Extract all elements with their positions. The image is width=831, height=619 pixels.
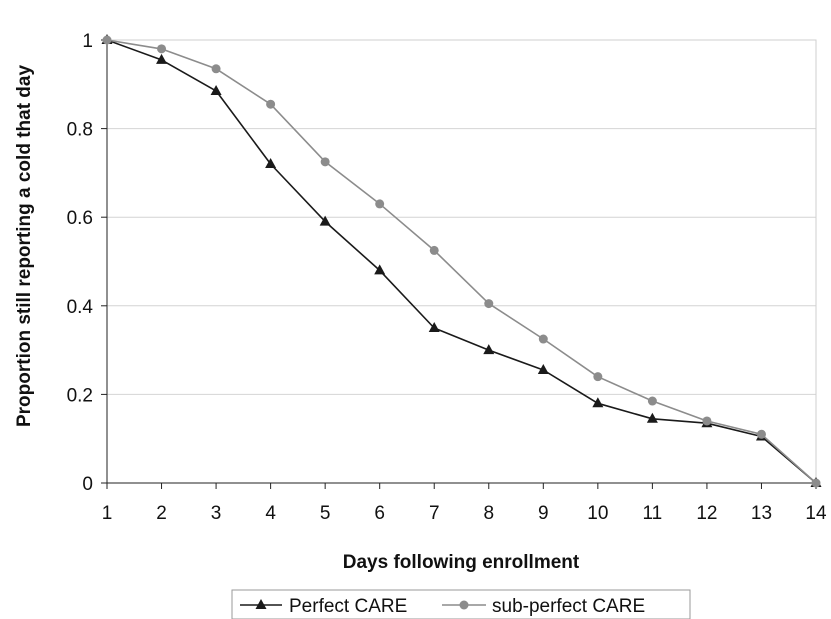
series-line-perfect-care — [106, 39, 817, 484]
legend-label-perfect-care: Perfect CARE — [289, 596, 407, 617]
x-tick-label: 12 — [696, 503, 717, 524]
data-point-triangle — [265, 158, 277, 169]
data-point-circle — [157, 44, 167, 54]
data-point-circle — [266, 99, 276, 109]
x-axis-title: Days following enrollment — [343, 552, 580, 573]
x-tick-label: 3 — [211, 503, 222, 524]
data-point-triangle — [592, 397, 604, 408]
series-line-sub-perfect-care — [106, 39, 817, 484]
x-tick-label: 5 — [320, 503, 331, 524]
series-perfect-care — [101, 34, 822, 487]
x-tick-label: 14 — [805, 503, 827, 524]
data-point-triangle — [483, 344, 495, 355]
data-point-circle — [320, 157, 330, 167]
data-point-circle — [102, 35, 112, 45]
data-point-triangle — [319, 215, 331, 226]
data-point-circle — [375, 199, 385, 209]
y-tick-label: 0.6 — [67, 208, 93, 229]
data-point-triangle — [156, 53, 168, 64]
x-tick-label: 1 — [102, 503, 113, 524]
legend-triangle-marker — [255, 599, 267, 609]
data-point-triangle — [374, 264, 386, 275]
x-tick-label: 2 — [156, 503, 167, 524]
x-tick-label: 7 — [429, 503, 440, 524]
data-point-circle — [756, 429, 766, 439]
plot-area-border — [106, 39, 817, 484]
y-tick-label: 0.2 — [67, 385, 93, 406]
legend-label-sub-perfect-care: sub-perfect CARE — [492, 596, 645, 617]
y-tick-label: 0.8 — [67, 120, 93, 141]
y-tick-label: 0.4 — [67, 297, 94, 318]
x-tick-label: 8 — [483, 503, 494, 524]
data-point-circle — [429, 245, 439, 255]
data-point-circle — [647, 396, 657, 406]
data-point-circle — [484, 299, 494, 309]
y-tick-label: 1 — [82, 31, 93, 52]
x-tick-label: 4 — [265, 503, 276, 524]
data-point-circle — [211, 64, 221, 74]
x-tick-label: 9 — [538, 503, 549, 524]
data-point-circle — [811, 478, 821, 488]
x-tick-label: 6 — [374, 503, 385, 524]
y-tick-label: 0 — [82, 474, 93, 495]
series-sub-perfect-care — [102, 35, 821, 488]
data-point-circle — [538, 334, 548, 344]
data-point-triangle — [210, 84, 222, 95]
x-tick-label: 13 — [751, 503, 772, 524]
data-point-triangle — [537, 364, 549, 375]
legend-circle-marker — [459, 600, 469, 610]
data-point-triangle — [428, 321, 440, 332]
legend: Perfect CARE sub-perfect CARE — [231, 589, 691, 619]
data-point-circle — [593, 372, 603, 382]
data-point-triangle — [646, 412, 658, 423]
data-point-circle — [702, 416, 712, 426]
y-axis-title: Proportion still reporting a cold that d… — [14, 65, 35, 428]
series-layer — [101, 34, 822, 488]
x-tick-label: 11 — [643, 503, 663, 524]
x-tick-label: 10 — [587, 503, 608, 524]
axes: 00.20.40.60.811 2 3 4 5 6 7 8 9 10 11 12 13 14 — [67, 31, 827, 524]
